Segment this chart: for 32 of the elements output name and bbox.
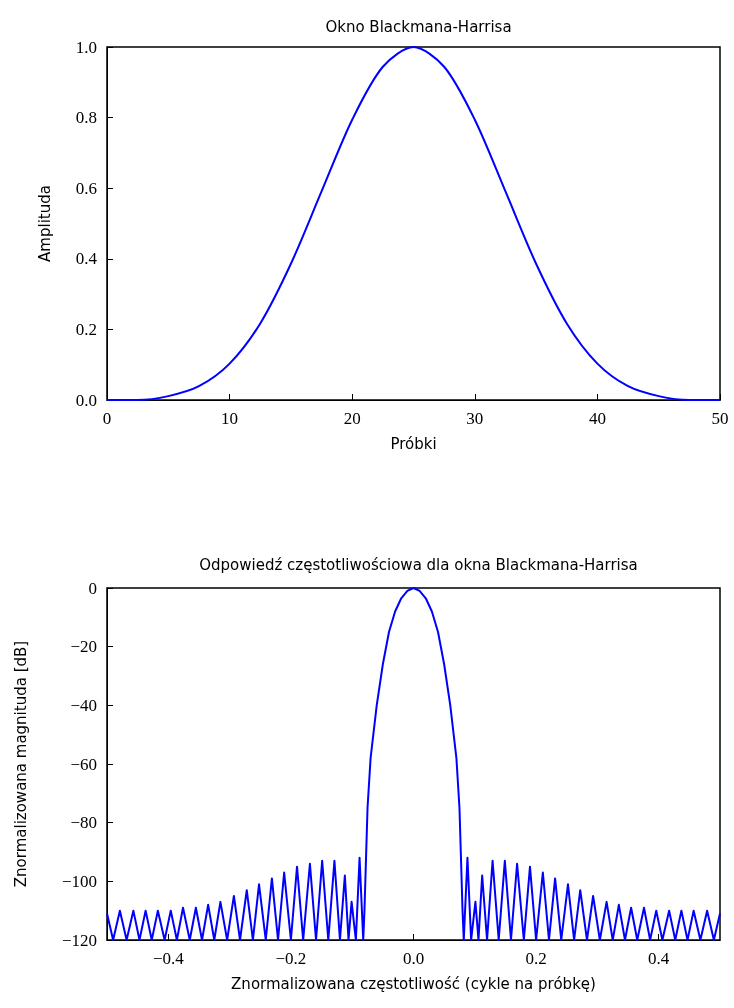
x-axis-title: Próbki	[390, 434, 437, 453]
x-tick-label: −0.4	[152, 949, 185, 968]
y-tick-label: 0.2	[75, 319, 97, 339]
y-tick-label: 1.0	[75, 37, 97, 57]
y-tick-label: −60	[70, 754, 97, 774]
x-tick-label: 0.4	[648, 949, 670, 968]
x-tick-label: −0.2	[275, 949, 307, 968]
y-tick-label: −80	[70, 813, 97, 833]
y-tick-label: 0.4	[75, 249, 98, 269]
y-tick-label: −20	[70, 637, 97, 657]
y-tick-label: −100	[61, 871, 97, 891]
x-tick-label: 0.2	[525, 949, 547, 968]
y-axis-title: Znormalizowana magnituda [dB]	[11, 640, 30, 888]
x-tick-label: 0.0	[402, 949, 425, 968]
chart-title: Okno Blackmana-Harrisa	[325, 17, 512, 36]
y-tick-label: 0.6	[75, 178, 97, 198]
y-tick-label: 0.8	[75, 108, 97, 128]
x-tick-label: 30	[466, 409, 484, 428]
x-axis-title: Znormalizowana częstotliwość (cykle na próbkę)	[231, 974, 596, 993]
y-tick-label: −40	[70, 695, 97, 715]
x-tick-label: 10	[221, 409, 239, 428]
y-tick-label: 0.0	[75, 390, 97, 410]
y-tick-label: −120	[61, 930, 97, 950]
x-tick-label: 0	[102, 409, 112, 428]
x-tick-label: 50	[711, 409, 729, 428]
chart-title: Odpowiedź częstotliwościowa dla okna Blackmana-Harrisa	[199, 555, 638, 574]
line-series	[106, 46, 721, 401]
y-axis-title: Amplituda	[35, 185, 54, 262]
y-tick-label: 0	[88, 578, 97, 598]
line-series	[106, 587, 721, 941]
x-tick-label: 20	[343, 409, 361, 428]
x-tick-label: 40	[588, 409, 606, 428]
